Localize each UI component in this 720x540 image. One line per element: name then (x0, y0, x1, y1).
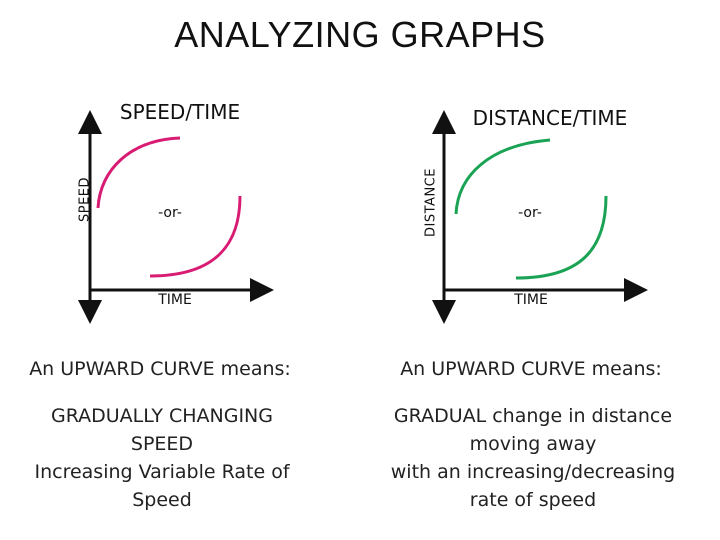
distance-or-label: -or- (518, 205, 542, 221)
distance-curve-bottom (515, 195, 608, 280)
distance-axis-label: DISTANCE (423, 168, 439, 237)
distance-description-line: GRADUAL change in distance (393, 405, 673, 427)
speed-description: GRADUALLY CHANGING SPEED Increasing Vari… (12, 402, 312, 514)
speed-or-label: -or- (158, 205, 182, 221)
page-title: ANALYZING GRAPHS (174, 14, 546, 55)
distance-time-graph (432, 110, 648, 324)
speed-description-line: Increasing Variable Rate of (34, 461, 290, 483)
speed-time-title: SPEED/TIME (119, 100, 241, 124)
distance-caption: An UPWARD CURVE means: (400, 358, 662, 380)
distance-time-axis-label: TIME (514, 292, 548, 308)
speed-axis-label: SPEED (77, 176, 93, 223)
distance-curve-top (454, 138, 551, 215)
speed-curve-top (96, 136, 181, 209)
speed-description-line: Speed (132, 489, 192, 511)
distance-description: GRADUAL change in distance moving away w… (378, 402, 688, 514)
distance-description-line: with an increasing/decreasing (390, 461, 676, 483)
speed-time-graph (78, 110, 274, 324)
speed-caption: An UPWARD CURVE means: (29, 358, 291, 380)
speed-time-axis-label: TIME (158, 292, 192, 308)
speed-curve-bottom (149, 195, 242, 278)
distance-time-title: DISTANCE/TIME (472, 106, 628, 130)
distance-description-line: rate of speed (469, 489, 597, 511)
speed-description-line: GRADUALLY CHANGING (50, 405, 273, 427)
speed-description-line: SPEED (130, 433, 194, 455)
distance-description-line: moving away (469, 433, 597, 455)
